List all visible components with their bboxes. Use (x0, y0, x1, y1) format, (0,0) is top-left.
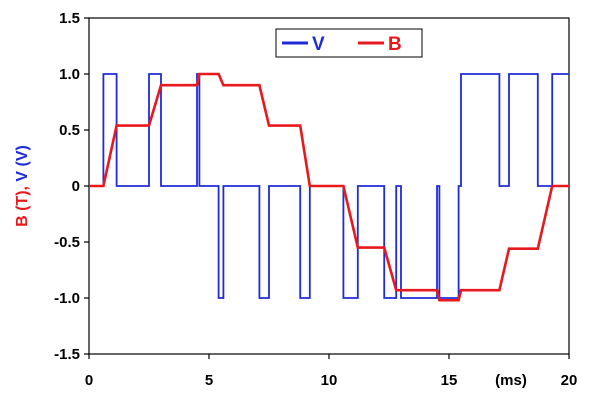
legend-label-v: V (312, 34, 325, 55)
series-line-b (89, 72, 569, 302)
axis-ticks: 0 5 10 15 20 1.5 1.0 0.5 0 -0.5 -1.0 -1.5 (54, 10, 577, 389)
x-tick-label: 20 (561, 372, 578, 389)
series-line-v (89, 73, 569, 299)
y-tick-label: -0.5 (54, 234, 80, 251)
y-tick-label: 0 (72, 178, 80, 195)
x-unit-label: (ms) (495, 372, 527, 389)
y-label-part: , (14, 182, 31, 191)
y-tick-label: 0.5 (59, 122, 80, 139)
y-label-part: B (T) (14, 190, 31, 226)
x-tick-label: 5 (205, 372, 213, 389)
x-tick-label: 0 (85, 372, 93, 389)
y-tick-label: -1.5 (54, 346, 80, 363)
legend-label-b: B (388, 34, 402, 55)
series-layer (89, 72, 569, 302)
y-tick-label: 1.5 (59, 10, 80, 27)
x-tick-label: 15 (441, 372, 458, 389)
x-tick-label: 10 (321, 372, 338, 389)
y-label-part: V (V) (14, 145, 31, 181)
y-axis-label: B (T), V (V) (14, 145, 31, 227)
y-tick-label: 1.0 (59, 66, 80, 83)
y-tick-label: -1.0 (54, 290, 80, 307)
